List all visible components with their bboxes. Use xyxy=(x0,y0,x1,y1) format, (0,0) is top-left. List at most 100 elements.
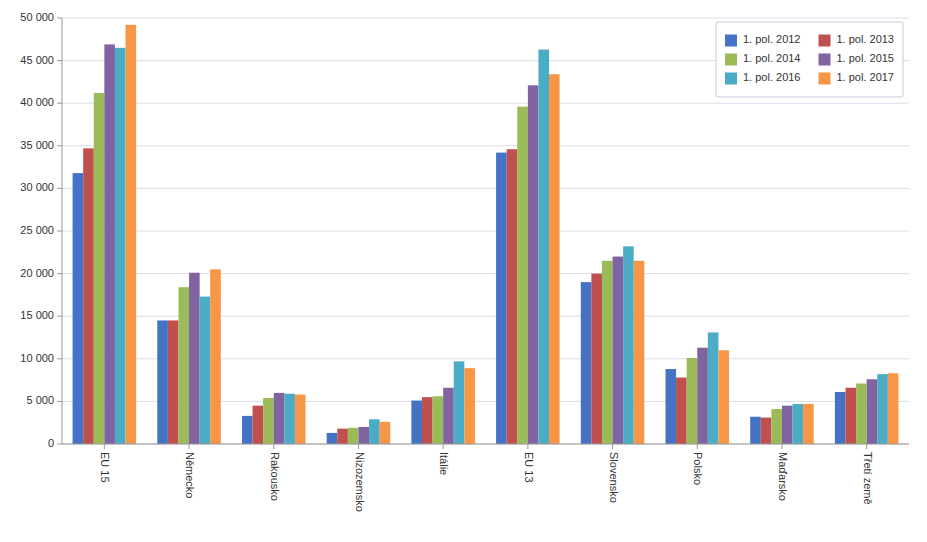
legend-item: 1. pol. 2017 xyxy=(819,71,895,84)
y-axis: 05 00010 00015 00020 00025 00030 00035 0… xyxy=(20,11,909,449)
legend-label: 1. pol. 2017 xyxy=(837,71,895,83)
y-tick-label: 5 000 xyxy=(26,394,54,406)
bar xyxy=(73,173,84,444)
bar xyxy=(613,257,624,444)
x-tick xyxy=(866,444,867,449)
bar xyxy=(274,393,285,444)
y-tick xyxy=(57,18,62,19)
bar xyxy=(168,320,179,444)
legend-item: 1. pol. 2013 xyxy=(819,33,895,46)
y-tick-label: 35 000 xyxy=(20,139,54,151)
x-tick xyxy=(104,444,105,449)
bar xyxy=(793,404,804,444)
series xyxy=(83,148,856,444)
x-tick xyxy=(612,444,613,449)
bar xyxy=(845,388,856,444)
y-tick xyxy=(57,273,62,274)
legend-label: 1. pol. 2013 xyxy=(837,33,895,45)
x-tick xyxy=(443,444,444,449)
y-tick xyxy=(57,60,62,61)
x-tick-label: EU 13 xyxy=(523,452,535,483)
y-axis-line xyxy=(62,18,63,444)
bar xyxy=(538,50,549,444)
bar xyxy=(358,427,369,444)
bar xyxy=(835,392,846,444)
y-tick xyxy=(57,145,62,146)
bar xyxy=(443,388,454,444)
bar xyxy=(126,25,137,444)
series xyxy=(104,44,877,444)
x-axis: EU 15NěmeckoRakouskoNizozemskoItálieEU 1… xyxy=(99,444,873,512)
x-tick-label: Německo xyxy=(184,452,196,498)
bar xyxy=(856,384,867,444)
bar xyxy=(665,369,676,444)
grid-line xyxy=(62,188,909,189)
bar xyxy=(411,401,422,444)
bar xyxy=(210,269,221,444)
legend-label: 1. pol. 2012 xyxy=(743,33,801,45)
x-tick xyxy=(697,444,698,449)
bar xyxy=(94,93,105,444)
bar xyxy=(718,350,729,444)
legend-swatch xyxy=(819,54,831,66)
bar xyxy=(761,418,772,444)
bar xyxy=(295,395,306,444)
legend-label: 1. pol. 2015 xyxy=(837,52,895,64)
bar xyxy=(877,374,888,444)
bar xyxy=(517,107,528,444)
legend-swatch xyxy=(725,73,737,85)
bar xyxy=(687,358,698,444)
y-tick xyxy=(57,231,62,232)
y-tick-label: 15 000 xyxy=(20,309,54,321)
legend-box xyxy=(716,22,903,97)
y-tick xyxy=(57,358,62,359)
bar xyxy=(422,397,433,444)
x-tick xyxy=(189,444,190,449)
chart-container: 05 00010 00015 00020 00025 00030 00035 0… xyxy=(0,0,927,542)
bar xyxy=(496,153,507,444)
x-tick-label: Slovensko xyxy=(608,452,620,503)
bar xyxy=(782,406,793,444)
bar xyxy=(591,274,602,444)
bar xyxy=(888,373,899,444)
chart-svg: 05 00010 00015 00020 00025 00030 00035 0… xyxy=(0,0,927,542)
legend-item: 1. pol. 2016 xyxy=(725,71,801,84)
bar xyxy=(242,416,253,444)
grid-line xyxy=(62,103,909,104)
bar xyxy=(528,85,539,444)
legend-swatch xyxy=(819,73,831,85)
bar xyxy=(581,282,592,444)
series xyxy=(94,93,867,444)
x-tick xyxy=(781,444,782,449)
y-tick-label: 45 000 xyxy=(20,54,54,66)
bar xyxy=(697,348,708,444)
x-tick-label: Rakousko xyxy=(269,452,281,501)
series xyxy=(73,153,846,444)
bar xyxy=(750,417,761,444)
bar xyxy=(369,419,380,444)
y-tick-label: 0 xyxy=(48,437,54,449)
bar xyxy=(803,404,814,444)
y-tick xyxy=(57,103,62,104)
bar xyxy=(348,428,359,444)
y-tick xyxy=(57,188,62,189)
bar xyxy=(115,48,126,444)
bar xyxy=(104,44,115,444)
y-tick xyxy=(57,444,62,445)
bar xyxy=(253,406,264,444)
bar xyxy=(433,396,444,444)
x-tick-label: EU 15 xyxy=(99,452,111,483)
y-tick xyxy=(57,316,62,317)
grid-line xyxy=(62,145,909,146)
bar xyxy=(771,409,782,444)
bar xyxy=(327,433,338,444)
y-tick-label: 50 000 xyxy=(20,11,54,23)
bar xyxy=(676,378,687,444)
legend-label: 1. pol. 2014 xyxy=(743,52,801,64)
x-tick-label: Itálie xyxy=(438,452,450,475)
legend-swatch xyxy=(725,35,737,47)
grid-line xyxy=(62,231,909,232)
bar xyxy=(157,320,168,444)
bar xyxy=(634,261,645,444)
y-tick-label: 20 000 xyxy=(20,267,54,279)
